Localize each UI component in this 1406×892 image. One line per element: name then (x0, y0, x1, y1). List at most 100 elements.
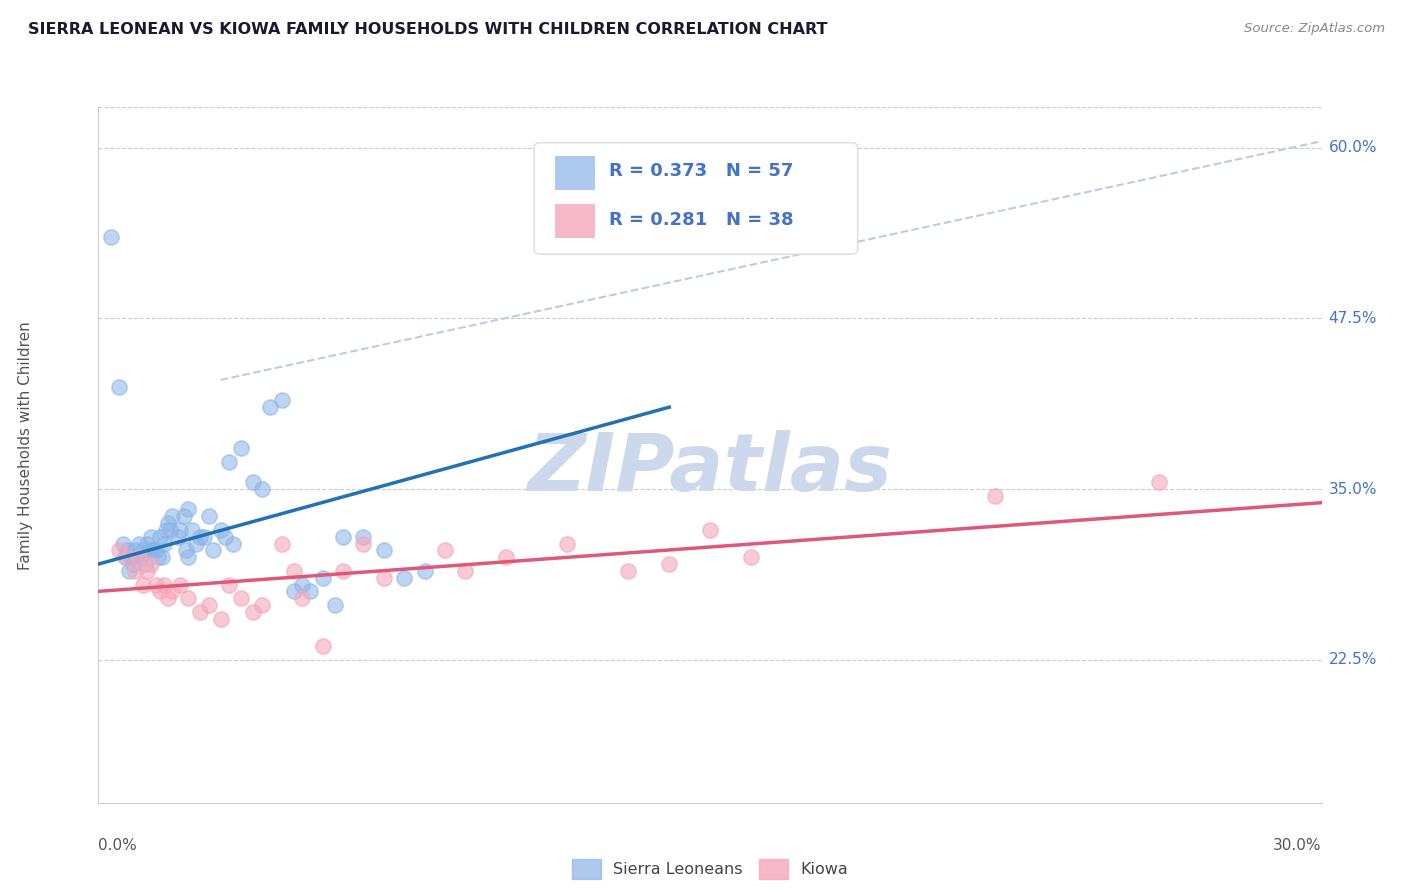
Point (167, 530, 190, 544)
Point (231, 441, 253, 455)
Point (142, 543, 165, 558)
Point (169, 523, 191, 537)
Point (124, 543, 146, 558)
Point (173, 509, 195, 524)
Point (291, 591, 314, 606)
Point (209, 523, 232, 537)
Point (177, 550, 200, 565)
Point (495, 550, 517, 565)
Point (555, 536, 579, 550)
Point (159, 523, 181, 537)
Point (188, 605, 212, 619)
Point (138, 543, 160, 558)
Point (136, 536, 159, 550)
Point (218, 455, 240, 469)
Point (152, 536, 174, 550)
Point (186, 536, 208, 550)
Point (111, 536, 134, 550)
Point (122, 557, 145, 571)
Point (332, 564, 354, 578)
Text: Source: ZipAtlas.com: Source: ZipAtlas.com (1244, 22, 1385, 36)
Point (155, 523, 177, 537)
Point (201, 543, 224, 558)
Point (373, 543, 395, 558)
Point (270, 393, 294, 408)
Point (218, 577, 240, 591)
Point (1147, 475, 1170, 490)
Point (132, 577, 155, 591)
Text: 22.5%: 22.5% (1329, 652, 1376, 667)
Point (193, 530, 215, 544)
Point (250, 482, 273, 496)
Point (141, 557, 163, 571)
Point (222, 536, 245, 550)
Text: R = 0.281   N = 38: R = 0.281 N = 38 (609, 211, 793, 229)
Text: 47.5%: 47.5% (1329, 311, 1376, 326)
Point (209, 612, 232, 626)
Point (181, 523, 204, 537)
Point (373, 571, 395, 585)
Point (145, 577, 167, 591)
Text: R = 0.373   N = 57: R = 0.373 N = 57 (609, 162, 793, 180)
Text: 30.0%: 30.0% (1274, 838, 1322, 854)
Point (740, 550, 762, 565)
Point (146, 550, 169, 565)
Point (129, 550, 152, 565)
Legend: Sierra Leoneans, Kiowa: Sierra Leoneans, Kiowa (565, 853, 855, 885)
Point (617, 564, 640, 578)
Point (197, 598, 219, 612)
Point (174, 543, 197, 558)
Point (242, 475, 264, 490)
Point (156, 591, 179, 606)
Point (231, 591, 253, 606)
Point (352, 530, 374, 544)
Point (149, 584, 172, 599)
Point (283, 564, 305, 578)
Point (214, 530, 236, 544)
Point (115, 550, 138, 565)
Point (658, 557, 681, 571)
Point (132, 543, 155, 558)
Point (108, 380, 131, 394)
Point (392, 571, 416, 585)
Point (150, 550, 173, 565)
Point (115, 543, 138, 558)
Point (413, 564, 436, 578)
Point (299, 584, 322, 599)
Point (699, 523, 721, 537)
Point (312, 639, 335, 653)
Point (149, 530, 172, 544)
Point (323, 598, 346, 612)
Point (332, 530, 354, 544)
Point (120, 550, 142, 565)
Text: 60.0%: 60.0% (1329, 140, 1376, 155)
Point (141, 530, 163, 544)
Point (160, 584, 183, 599)
Point (145, 543, 167, 558)
Text: Family Households with Children: Family Households with Children (18, 322, 32, 570)
Point (118, 564, 141, 578)
Point (259, 400, 281, 414)
Point (242, 605, 264, 619)
Point (152, 577, 174, 591)
Text: SIERRA LEONEAN VS KIOWA FAMILY HOUSEHOLDS WITH CHILDREN CORRELATION CHART: SIERRA LEONEAN VS KIOWA FAMILY HOUSEHOLD… (28, 22, 828, 37)
Point (136, 564, 159, 578)
Point (433, 543, 456, 558)
Point (156, 516, 179, 530)
Point (984, 489, 1007, 503)
Point (352, 536, 374, 550)
Point (128, 536, 150, 550)
Point (100, 229, 122, 244)
Point (124, 564, 146, 578)
Point (312, 571, 335, 585)
Point (177, 502, 200, 516)
Point (188, 530, 212, 544)
Point (114, 550, 136, 565)
Point (169, 577, 191, 591)
Point (108, 543, 131, 558)
Point (177, 591, 200, 606)
Text: ZIPatlas: ZIPatlas (527, 430, 893, 508)
Point (160, 509, 183, 524)
Point (454, 564, 477, 578)
Point (197, 509, 219, 524)
